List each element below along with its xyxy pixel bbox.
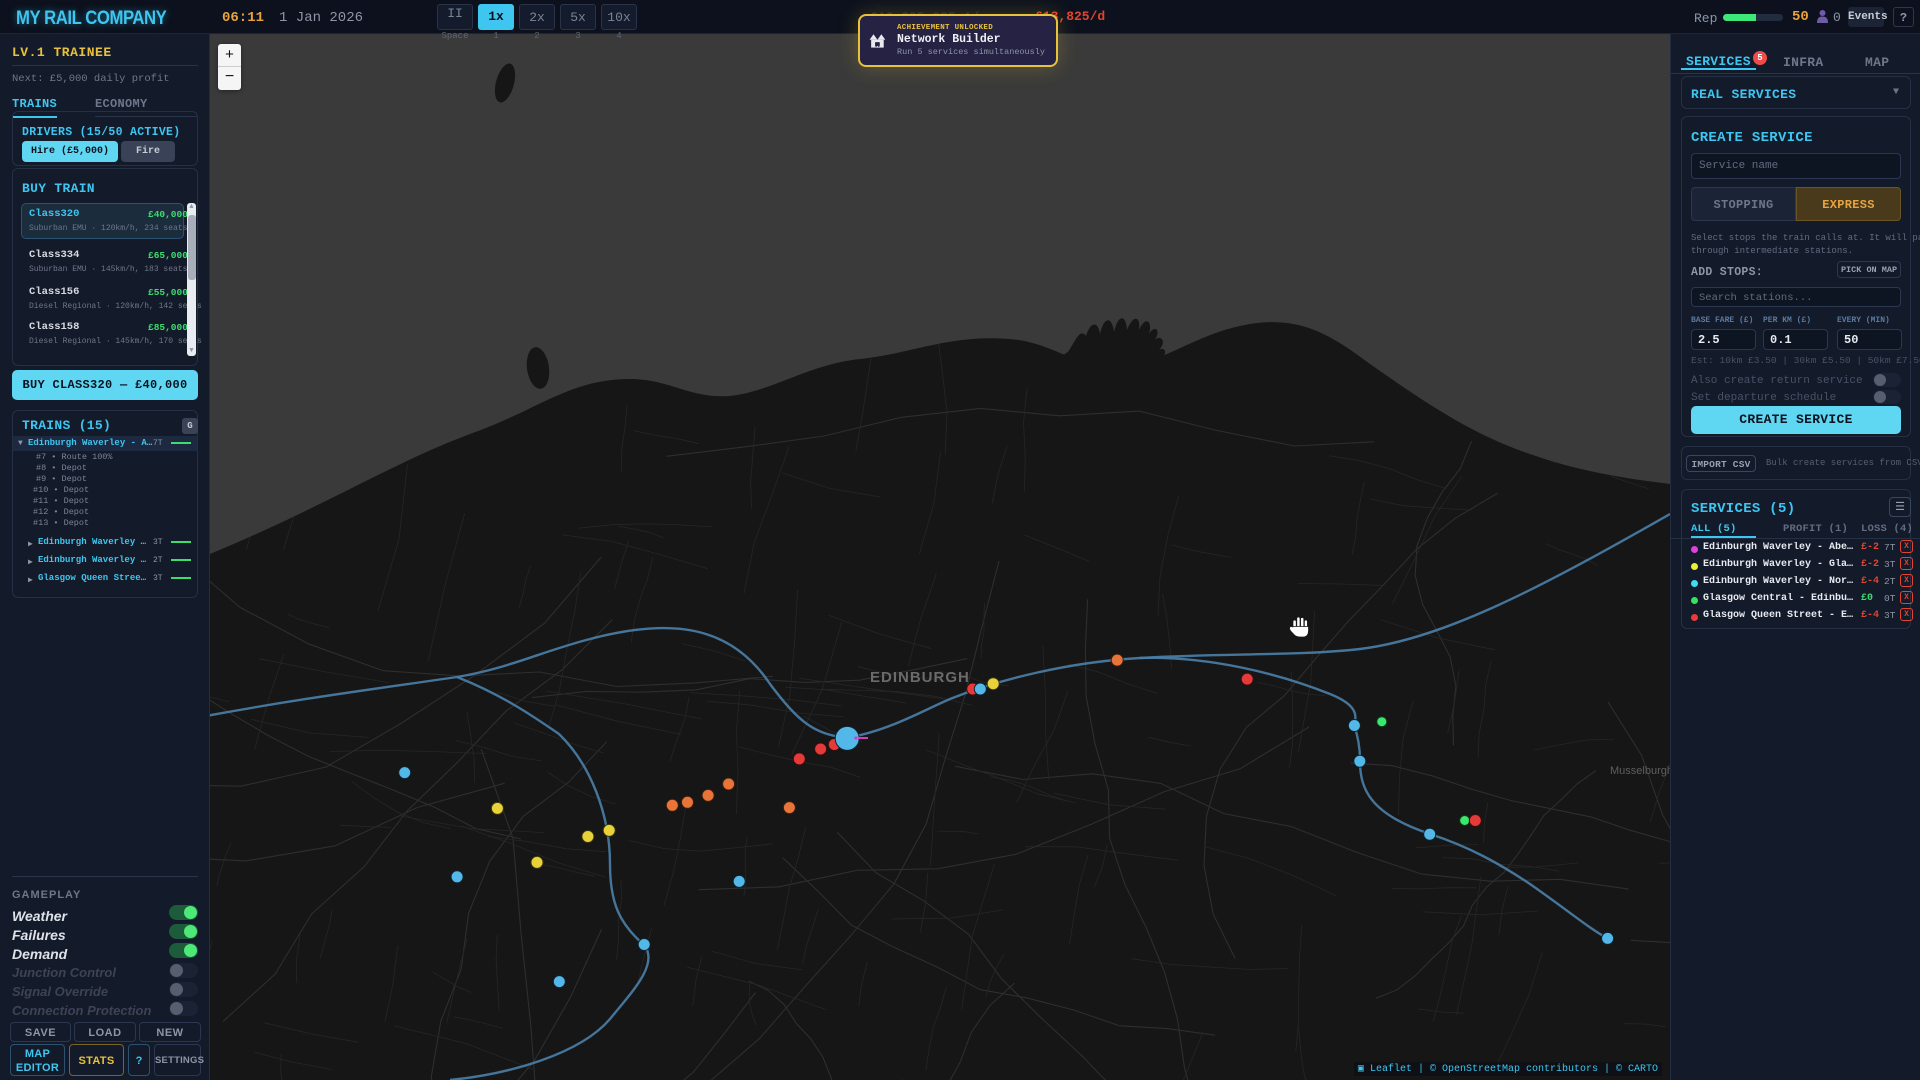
svg-text:EDINBURGH: EDINBURGH bbox=[870, 669, 970, 686]
svg-text:Musselburgh: Musselburgh bbox=[1610, 765, 1670, 777]
